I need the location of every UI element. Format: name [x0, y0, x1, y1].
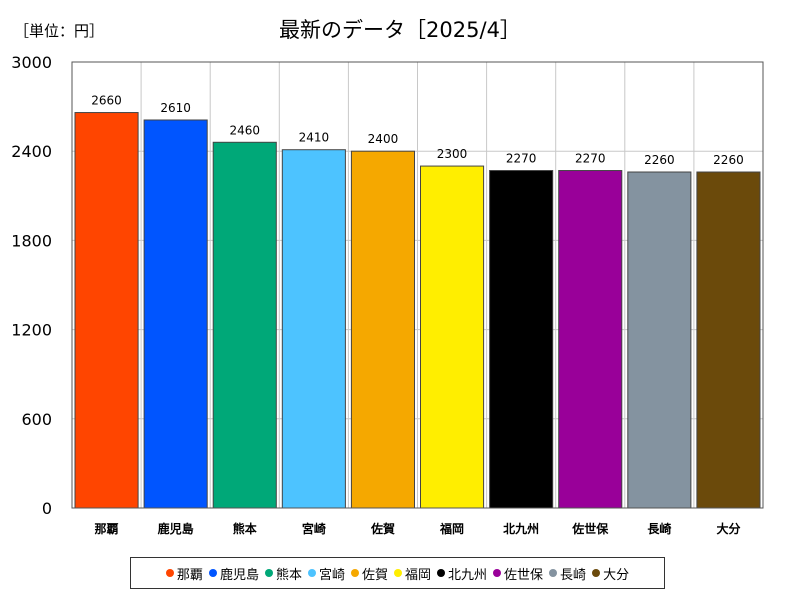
legend-label: 大分: [603, 567, 630, 583]
legend-item: 福岡: [394, 564, 431, 583]
x-tick-label: 福岡: [439, 521, 464, 536]
legend-item: 鹿児島: [208, 564, 259, 583]
x-tick-label: 宮崎: [302, 521, 326, 536]
bar-7: [489, 170, 554, 509]
bar-6: [420, 165, 485, 509]
data-label: 2260: [713, 153, 744, 167]
legend-marker: [165, 569, 174, 577]
x-tick-label: 那覇: [95, 522, 119, 536]
legend-marker: [264, 569, 273, 577]
legend-label: 福岡: [405, 567, 432, 583]
y-tick-label: 1800: [11, 231, 52, 250]
legend-label: 熊本: [275, 567, 302, 583]
legend-label: 佐賀: [361, 567, 388, 583]
bar-chart: 0 600 1200 1800 2400 3000 2660 那覇 2610 鹿児島 2460 熊本 2…: [11, 53, 764, 536]
y-tick-label: 1200: [11, 321, 52, 340]
bar-8: [558, 170, 623, 509]
legend-item: 大分: [592, 564, 629, 583]
bar-9: [627, 171, 692, 509]
legend-item: 宮崎: [307, 564, 345, 583]
data-label: 2270: [506, 152, 537, 166]
legend-marker: [592, 569, 601, 577]
legend-marker: [307, 569, 316, 577]
unit-label: ［単位：円］: [14, 22, 105, 40]
legend-item: 佐世保: [493, 564, 543, 583]
legend-label: 宮崎: [318, 567, 345, 583]
x-tick-label: 佐世保: [571, 521, 609, 536]
data-label: 2460: [229, 123, 260, 137]
x-tick-label: 大分: [716, 521, 740, 536]
chart-title: 最新のデータ［2025/4］: [279, 18, 521, 42]
legend-marker: [350, 569, 359, 577]
data-label: 2610: [160, 101, 191, 115]
legend-marker: [549, 569, 558, 577]
data-label: 2410: [299, 131, 330, 145]
legend-label: 鹿児島: [219, 567, 259, 583]
legend-marker: [208, 569, 217, 577]
x-tick-label: 佐賀: [370, 521, 395, 536]
data-label: 2270: [575, 152, 606, 166]
legend-marker: [394, 569, 402, 577]
x-tick-label: 鹿児島: [158, 521, 194, 536]
legend-item: 佐賀: [350, 564, 388, 583]
x-tick-label: 熊本: [233, 521, 257, 536]
legend-label: 長崎: [560, 567, 587, 583]
legend-label: 北九州: [448, 567, 488, 583]
legend-marker: [493, 569, 502, 577]
bar-4: [281, 149, 346, 509]
legend-label: 佐世保: [504, 567, 544, 583]
bar-1: [74, 112, 139, 509]
bar-3: [212, 141, 277, 509]
x-tick-label: 長崎: [647, 521, 671, 536]
data-label: 2300: [437, 147, 468, 161]
y-tick-label: 3000: [11, 53, 52, 72]
legend: 那覇 鹿児島 熊本 宮崎 佐賀 福岡 北九州 佐世保 長崎 大分: [130, 557, 665, 589]
legend-item: 那覇: [165, 564, 203, 583]
data-label: 2260: [644, 153, 675, 167]
legend-marker: [437, 569, 446, 577]
bar-10: [696, 171, 761, 509]
x-tick-label: 北九州: [503, 521, 539, 536]
bar-5: [350, 150, 415, 509]
y-tick-label: 0: [42, 499, 52, 518]
data-label: 2400: [368, 132, 399, 146]
legend-item: 長崎: [549, 564, 586, 583]
bar-2: [143, 119, 208, 509]
legend-item: 熊本: [264, 564, 302, 583]
data-label: 2660: [91, 94, 122, 108]
legend-label: 那覇: [176, 567, 203, 583]
plot-frame: [71, 61, 764, 509]
y-tick-label: 600: [21, 410, 52, 429]
y-tick-label: 2400: [11, 142, 52, 161]
legend-item: 北九州: [437, 564, 487, 583]
